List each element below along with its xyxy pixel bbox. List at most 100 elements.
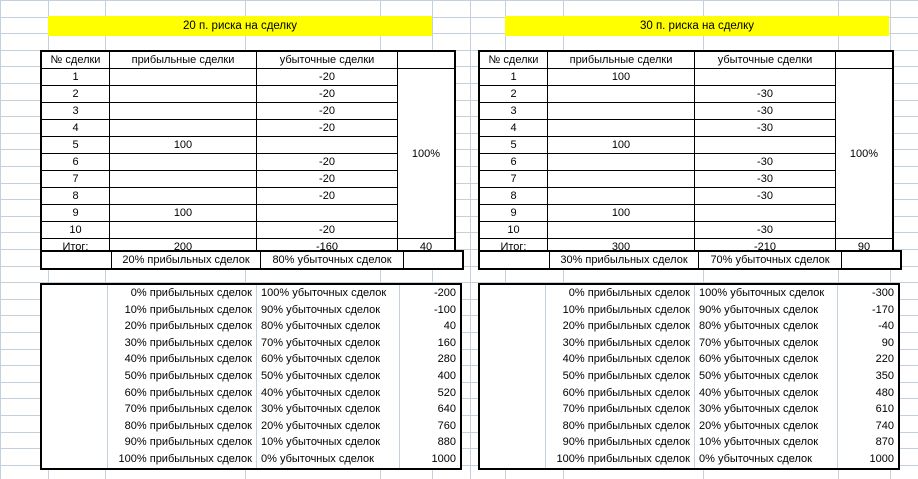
- reference-blank: [41, 450, 108, 469]
- cell-profit: 100: [109, 136, 257, 154]
- reference-blank: [479, 434, 546, 451]
- table-row: 9 100: [40, 204, 455, 222]
- cell-loss: -30: [694, 102, 836, 120]
- reference-win-label: 90% прибыльных сделок: [107, 434, 257, 451]
- reference-blank: [479, 384, 546, 402]
- gridline-horizontal: [0, 199, 918, 200]
- cell-profit: [109, 68, 257, 86]
- table-row: 4 -20: [40, 119, 455, 137]
- reference-value: 760: [399, 417, 461, 435]
- cell-trade-number: 4: [478, 119, 548, 137]
- cell-trade-number: 9: [40, 204, 110, 222]
- cell-loss: -20: [256, 102, 398, 120]
- reference-loss-label: 70% убыточных сделок: [694, 334, 838, 352]
- cell-trade-number: 6: [40, 153, 110, 171]
- gridline-horizontal: [0, 116, 918, 117]
- cell-profit: [547, 102, 695, 120]
- trade-table-right: № сделки прибыльные сделки убыточные сделк…: [478, 50, 894, 257]
- cell-loss: [694, 136, 836, 154]
- reference-row: 70% прибыльных сделок 30% убыточных сдело…: [479, 401, 899, 418]
- reference-blank: [479, 301, 546, 319]
- reference-value: 40: [399, 318, 461, 335]
- table-row: 9 100: [478, 204, 893, 222]
- reference-table: 0% прибыльных сделок 100% убыточных сдело…: [40, 283, 462, 470]
- table-row: 6 -20: [40, 153, 455, 171]
- reference-win-label: 80% прибыльных сделок: [545, 417, 695, 435]
- reference-row: 20% прибыльных сделок 80% убыточных сдело…: [41, 318, 461, 335]
- reference-blank: [41, 417, 108, 435]
- reference-win-label: 50% прибыльных сделок: [107, 367, 257, 385]
- split-blank-end: [841, 250, 902, 270]
- reference-blank: [479, 401, 546, 418]
- cell-trade-number: 5: [478, 136, 548, 154]
- table-row: 7 -20: [40, 170, 455, 188]
- cell-loss: -30: [694, 85, 836, 103]
- reference-loss-label: 50% убыточных сделок: [694, 367, 838, 385]
- cell-loss: -30: [694, 221, 836, 239]
- cell-profit: [547, 170, 695, 188]
- cell-profit: [109, 221, 257, 239]
- reference-row: 100% прибыльных сделок 0% убыточных сдело…: [41, 450, 461, 469]
- reference-win-label: 40% прибыльных сделок: [107, 351, 257, 368]
- column-header-1: прибыльные сделки: [109, 50, 257, 69]
- gridline-horizontal: [0, 249, 918, 250]
- reference-value: -170: [837, 301, 899, 319]
- reference-blank: [479, 334, 546, 352]
- cell-loss: -20: [256, 221, 398, 239]
- table-row: 2 -20: [40, 85, 455, 103]
- cell-loss: -20: [256, 85, 398, 103]
- reference-row: 0% прибыльных сделок 100% убыточных сдело…: [479, 284, 899, 302]
- reference-win-label: 90% прибыльных сделок: [545, 434, 695, 451]
- table-row: 2 -30: [478, 85, 893, 103]
- cell-profit: [547, 153, 695, 171]
- reference-blank: [41, 401, 108, 418]
- reference-blank: [41, 334, 108, 352]
- reference-loss-label: 70% убыточных сделок: [256, 334, 400, 352]
- reference-loss-label: 40% убыточных сделок: [256, 384, 400, 402]
- split-row: 30% прибыльных сделок 70% убыточных сдело…: [478, 250, 902, 270]
- reference-win-label: 50% прибыльных сделок: [545, 367, 695, 385]
- reference-value: 160: [399, 334, 461, 352]
- reference-value: 1000: [837, 450, 899, 469]
- reference-win-label: 0% прибыльных сделок: [107, 284, 257, 302]
- reference-blank: [479, 318, 546, 335]
- gridline-horizontal: [0, 66, 918, 67]
- column-header-3: [397, 50, 456, 69]
- reference-value: 1000: [399, 450, 461, 469]
- reference-loss-label: 60% убыточных сделок: [256, 351, 400, 368]
- gridline-vertical: [0, 0, 1, 479]
- reference-row: 30% прибыльных сделок 70% убыточных сдело…: [479, 334, 899, 352]
- reference-value: 220: [837, 351, 899, 368]
- cell-loss: -20: [256, 68, 398, 86]
- reference-row: 40% прибыльных сделок 60% убыточных сдело…: [41, 351, 461, 368]
- reference-win-label: 20% прибыльных сделок: [545, 318, 695, 335]
- cell-loss: -20: [256, 170, 398, 188]
- cell-trade-number: 4: [40, 119, 110, 137]
- cell-loss: [694, 204, 836, 222]
- split-loss-label: 70% убыточных сделок: [698, 250, 842, 270]
- gridline-horizontal: [0, 149, 918, 150]
- reference-value: 640: [399, 401, 461, 418]
- table-header-row: № сделки прибыльные сделки убыточные сделк…: [40, 50, 456, 69]
- cell-trade-number: 10: [40, 221, 110, 239]
- reference-blank: [479, 367, 546, 385]
- reference-win-label: 30% прибыльных сделок: [545, 334, 695, 352]
- reference-value: 740: [837, 417, 899, 435]
- reference-value: -200: [399, 284, 461, 302]
- reference-row: 50% прибыльных сделок 50% убыточных сдело…: [41, 367, 461, 385]
- reference-value: 520: [399, 384, 461, 402]
- reference-value: 610: [837, 401, 899, 418]
- reference-loss-label: 20% убыточных сделок: [694, 417, 838, 435]
- table-row: 10 -20: [40, 221, 455, 239]
- cell-trade-number: 8: [40, 187, 110, 205]
- reference-blank: [41, 284, 108, 302]
- reference-win-label: 70% прибыльных сделок: [107, 401, 257, 418]
- cell-trade-number: 3: [478, 102, 548, 120]
- reference-loss-label: 30% убыточных сделок: [694, 401, 838, 418]
- cell-trade-number: 7: [40, 170, 110, 188]
- reference-table-right: 0% прибыльных сделок 100% убыточных сдело…: [478, 283, 900, 470]
- cell-profit: [109, 119, 257, 137]
- reference-loss-label: 20% убыточных сделок: [256, 417, 400, 435]
- table-row: 7 -30: [478, 170, 893, 188]
- reference-loss-label: 10% убыточных сделок: [694, 434, 838, 451]
